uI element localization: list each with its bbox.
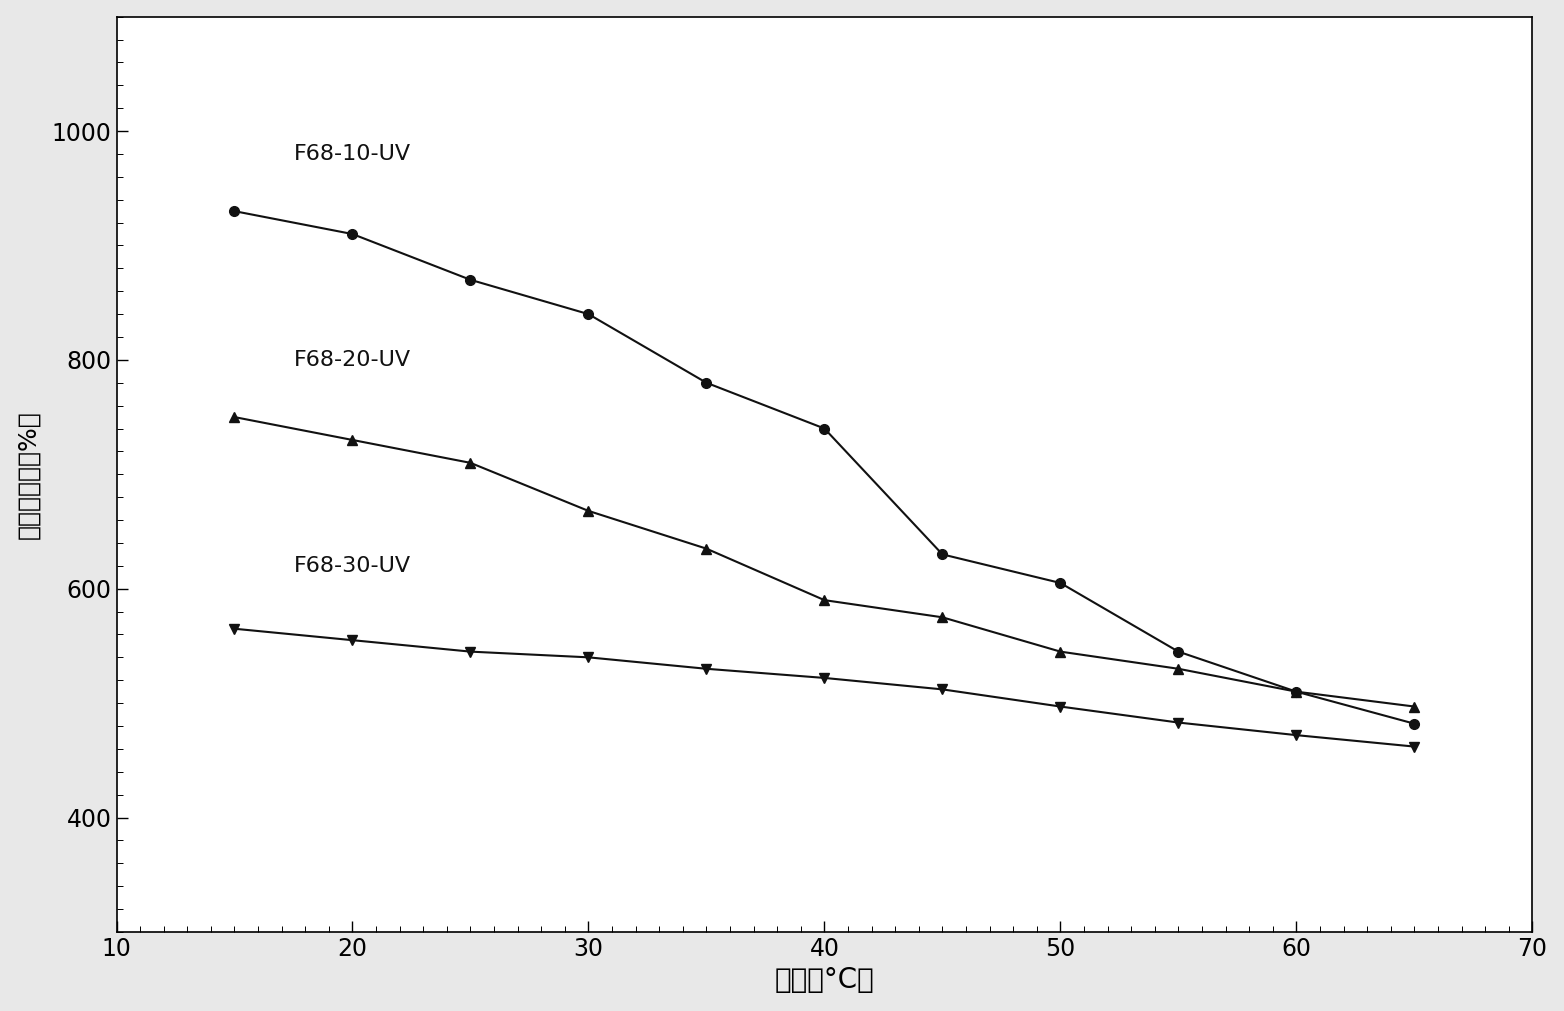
Text: F68-10-UV: F68-10-UV	[294, 144, 411, 164]
Y-axis label: 平衡溶胀率（%）: 平衡溶胀率（%）	[17, 409, 41, 539]
X-axis label: 温度（°C）: 温度（°C）	[774, 967, 874, 995]
Text: F68-20-UV: F68-20-UV	[294, 350, 411, 370]
Text: F68-30-UV: F68-30-UV	[294, 555, 411, 575]
